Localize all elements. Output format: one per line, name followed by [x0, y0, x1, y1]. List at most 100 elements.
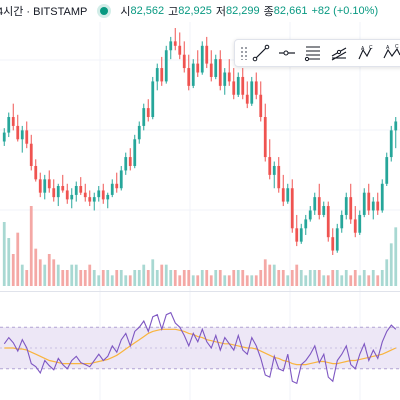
volume-bar	[344, 270, 348, 286]
volume-bar	[160, 264, 164, 286]
volume-bar	[317, 270, 321, 286]
volume-bar	[236, 270, 240, 286]
candle-body	[272, 165, 276, 175]
volume-bar	[106, 270, 110, 286]
volume-bar	[70, 264, 74, 286]
volume-bar	[299, 270, 303, 286]
volume-bar	[65, 270, 69, 286]
volume-bar	[263, 259, 267, 286]
pane-divider[interactable]	[0, 291, 400, 292]
volume-bar	[16, 232, 20, 286]
volume-bar	[227, 275, 231, 286]
candle-body	[214, 59, 218, 77]
volume-bar	[115, 270, 119, 286]
volume-bar	[151, 259, 155, 286]
candle-body	[61, 186, 65, 191]
fib-retracement-button[interactable]	[300, 41, 326, 65]
candle-body	[268, 157, 272, 175]
candle-body	[182, 54, 186, 69]
candle-body	[326, 206, 330, 238]
trend-line-button[interactable]	[248, 41, 274, 65]
svg-text:C: C	[395, 44, 399, 50]
close-label: 종	[263, 6, 274, 18]
candle-body	[299, 228, 303, 242]
volume-bar	[304, 275, 308, 286]
volume-bar	[200, 270, 204, 286]
rsi-line	[3, 311, 397, 385]
volume-bar	[43, 264, 47, 286]
volume-bar	[137, 270, 141, 286]
candle-body	[106, 194, 110, 200]
volume-bar	[56, 264, 60, 286]
volume-bar	[340, 275, 344, 286]
candle-body	[223, 72, 227, 86]
candle-body	[7, 117, 11, 133]
volume-bar	[290, 270, 294, 286]
candle-body	[34, 165, 38, 180]
volume-bar	[295, 264, 299, 286]
candle-body	[263, 117, 267, 158]
volume-bar	[389, 243, 393, 286]
volume-bar	[322, 275, 326, 286]
volume-bar	[173, 270, 177, 286]
candle-body	[362, 192, 366, 215]
volume-bar	[178, 275, 182, 286]
candle-body	[335, 228, 339, 251]
candle-body	[137, 125, 141, 140]
volume-bar	[83, 270, 87, 286]
candle-body	[245, 94, 249, 104]
volume-bar	[214, 270, 218, 286]
volume-bar	[353, 270, 357, 286]
volume-bar	[79, 270, 83, 286]
candle-body	[124, 157, 128, 171]
candle-body	[128, 157, 132, 166]
volume-bar	[11, 254, 15, 286]
chart-legend-header: 4시간 · BITSTAMP 시 82,562 고 82,925 저 82,299 종…	[0, 0, 400, 22]
candle-body	[295, 228, 299, 242]
candle-body	[92, 197, 96, 202]
candle-body	[97, 190, 101, 198]
parallel-channel-button[interactable]	[326, 41, 352, 65]
candle-body	[308, 210, 312, 220]
volume-bar	[250, 275, 254, 286]
close-value: 82,661	[273, 5, 308, 17]
candle-body	[317, 197, 321, 215]
candle-body	[29, 143, 33, 166]
horizontal-ray-button[interactable]	[274, 41, 300, 65]
candle-body	[173, 41, 177, 46]
candle-body	[281, 188, 285, 202]
candle-body	[16, 125, 20, 140]
candle-body	[304, 219, 308, 229]
drag-handle-icon[interactable]	[240, 46, 248, 60]
candle-body	[389, 130, 393, 158]
open-label: 시	[120, 6, 131, 18]
volume-bar	[20, 264, 24, 286]
candle-body	[101, 190, 105, 200]
volume-bar	[182, 270, 186, 286]
volume-bar	[245, 275, 249, 286]
candle-body	[322, 206, 326, 215]
candle-body	[385, 157, 389, 184]
candle-body	[196, 63, 200, 73]
candle-body	[74, 186, 78, 195]
volume-bar	[232, 270, 236, 286]
candle-body	[290, 188, 294, 229]
trend-line-icon	[252, 44, 270, 62]
volume-bar	[191, 275, 195, 286]
volume-bar	[331, 270, 335, 286]
volume-bar	[110, 275, 114, 286]
candle-body	[169, 41, 173, 51]
volume-bar	[74, 264, 78, 286]
volume-bar	[241, 270, 245, 286]
symbol-title[interactable]: 4시간 · BITSTAMP	[0, 6, 88, 18]
volume-bar	[25, 270, 29, 286]
candle-body	[146, 108, 150, 118]
candle-body	[277, 165, 281, 189]
volume-bar	[272, 264, 276, 286]
candle-body	[164, 50, 168, 82]
candle-body	[65, 190, 69, 200]
